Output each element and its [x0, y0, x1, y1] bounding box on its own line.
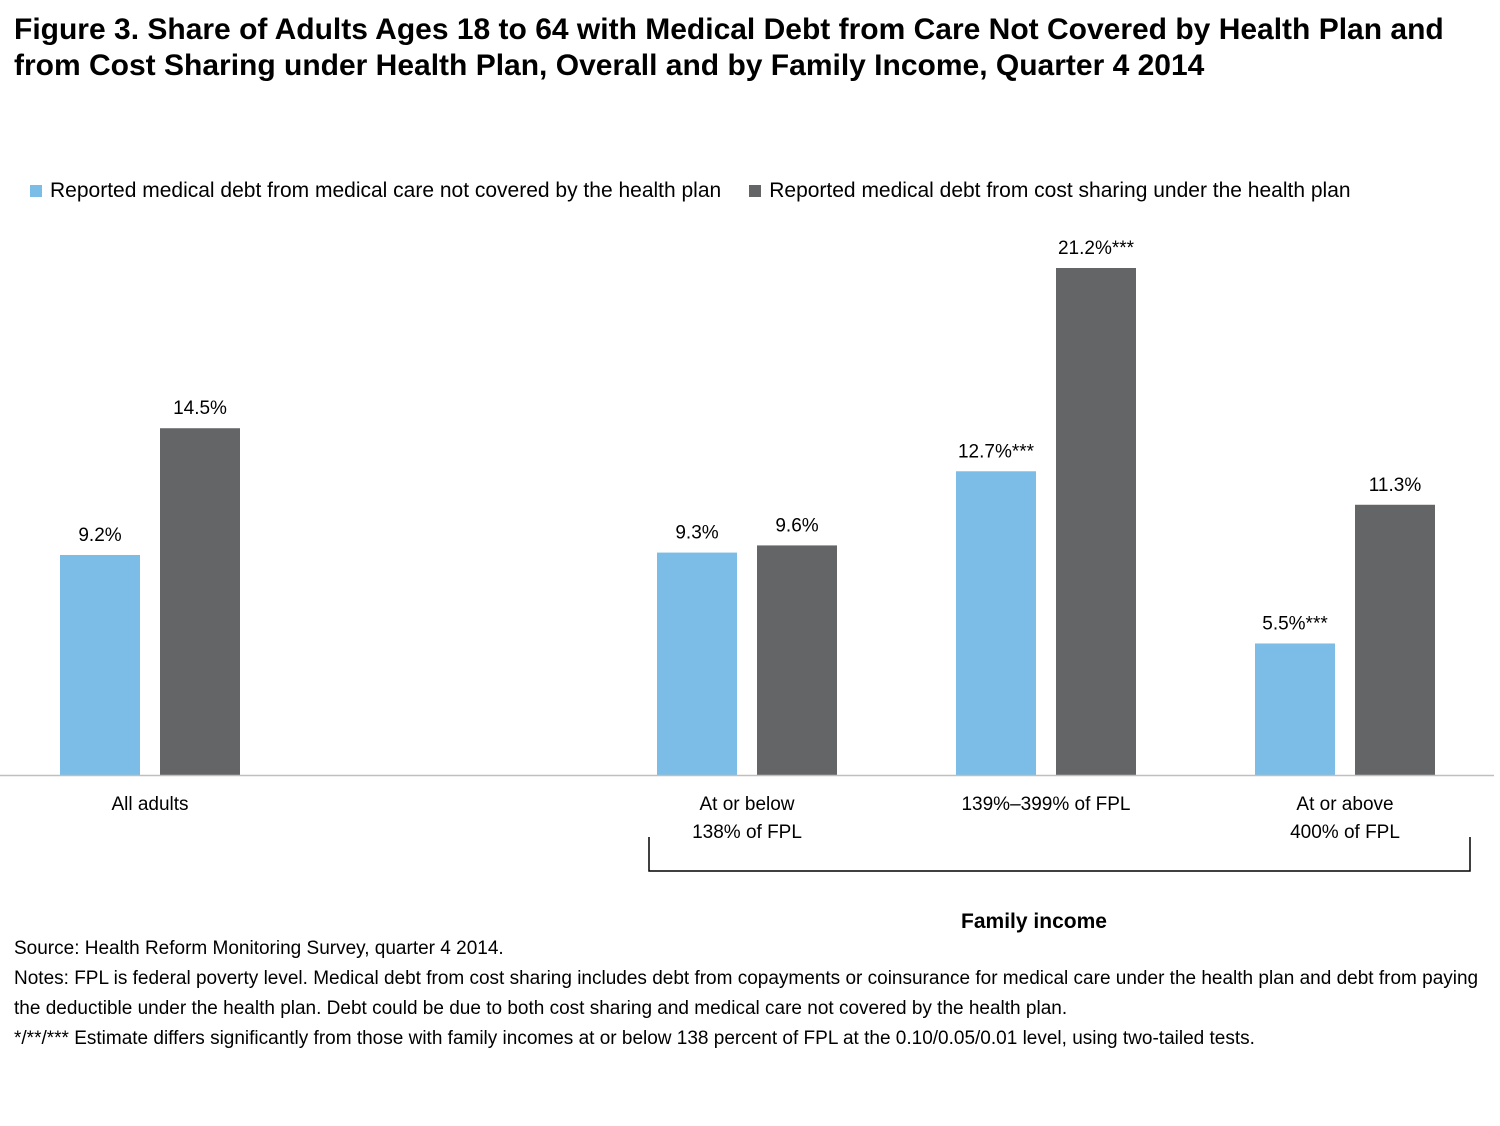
data-label-not-covered-2: 12.7%***: [958, 441, 1035, 462]
bracket-label: Family income: [961, 910, 1107, 933]
chart-title: Figure 3. Share of Adults Ages 18 to 64 …: [14, 13, 1444, 82]
notes: Notes: FPL is federal poverty level. Med…: [14, 968, 1479, 1019]
data-label-not-covered-3: 5.5%***: [1262, 613, 1328, 634]
bar-not-covered-3: [1255, 643, 1335, 775]
category-label-3-1: 400% of FPL: [1290, 822, 1400, 843]
data-label-not-covered-0: 9.2%: [78, 525, 121, 546]
legend-item-not-covered: Reported medical debt from medical care …: [30, 179, 721, 203]
legend-label-not-covered: Reported medical debt from medical care …: [50, 179, 722, 202]
family-income-bracket: [648, 837, 1471, 872]
data-label-not-covered-1: 9.3%: [675, 523, 718, 544]
bar-not-covered-1: [657, 552, 737, 775]
legend-swatch-cost-sharing: [749, 185, 762, 197]
bar-not-covered-0: [60, 554, 140, 775]
significance-note: */**/*** Estimate differs significantly …: [14, 1028, 1255, 1049]
data-label-cost-sharing-0: 14.5%: [173, 398, 227, 419]
data-label-cost-sharing-1: 9.6%: [775, 515, 818, 536]
bar-not-covered-2: [956, 471, 1036, 775]
bar-cost-sharing-1: [757, 545, 837, 775]
footer: Source: Health Reform Monitoring Survey,…: [14, 934, 1484, 1054]
data-label-cost-sharing-3: 11.3%: [1369, 475, 1422, 496]
source-note: Source: Health Reform Monitoring Survey,…: [14, 938, 504, 959]
category-label-1-1: 138% of FPL: [692, 822, 802, 843]
category-label-0-0: All adults: [111, 794, 188, 815]
category-label-1-0: At or below: [699, 794, 794, 815]
category-label-2-0: 139%–399% of FPL: [961, 794, 1130, 815]
bar-cost-sharing-3: [1355, 504, 1435, 775]
legend-item-cost-sharing: Reported medical debt from cost sharing …: [749, 179, 1351, 203]
bar-cost-sharing-0: [160, 428, 240, 775]
bar-cost-sharing-2: [1056, 268, 1136, 775]
category-label-3-0: At or above: [1296, 794, 1393, 815]
legend: Reported medical debt from medical care …: [30, 176, 1490, 206]
data-label-cost-sharing-2: 21.2%***: [1058, 238, 1135, 259]
bar-chart: 9.2% 14.5% All adults 9.3% 9.6% At or below 13…: [0, 238, 1494, 933]
legend-swatch-not-covered: [30, 185, 42, 197]
legend-label-cost-sharing: Reported medical debt from cost sharing …: [769, 179, 1351, 202]
